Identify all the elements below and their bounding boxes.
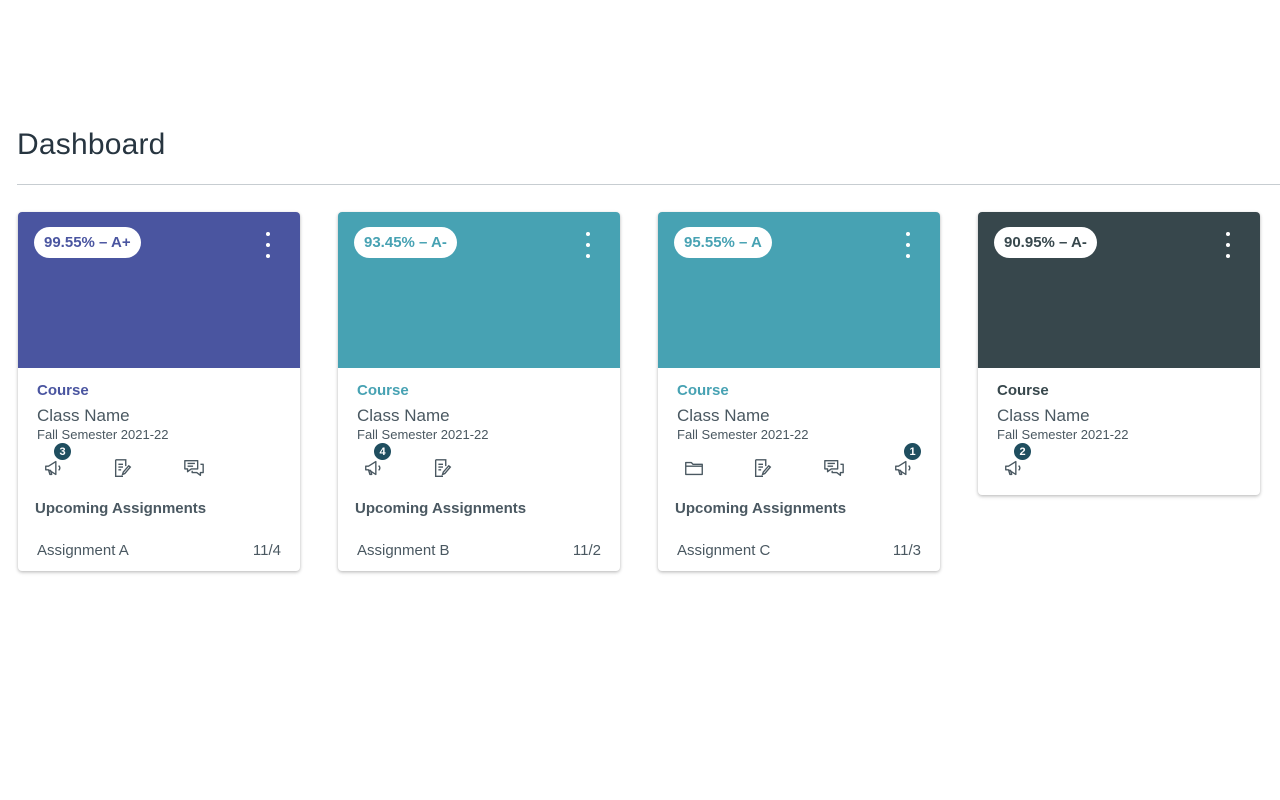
files-icon[interactable]	[676, 452, 712, 484]
discussions-icon[interactable]	[816, 452, 852, 484]
assignments-icon[interactable]	[745, 452, 781, 484]
more-options-icon[interactable]	[260, 232, 276, 258]
assignment-due-date: 11/4	[252, 542, 281, 559]
class-name: Class Name	[677, 406, 770, 425]
course-link[interactable]: Course	[997, 382, 1049, 399]
course-link[interactable]: Course	[37, 382, 89, 399]
page-title: Dashboard	[17, 128, 166, 161]
course-card-hero[interactable]: 95.55% – A	[658, 212, 940, 368]
more-options-icon[interactable]	[580, 232, 596, 258]
notification-badge: 1	[903, 442, 922, 461]
assignment-name[interactable]: Assignment C	[677, 542, 771, 559]
assignment-due-date: 11/3	[892, 542, 921, 559]
course-card: 95.55% – A Course Class Name Fall Semest…	[658, 212, 940, 571]
assignment-name[interactable]: Assignment B	[357, 542, 450, 559]
term-label: Fall Semester 2021-22	[37, 427, 169, 442]
more-options-icon[interactable]	[900, 232, 916, 258]
announcement-icon[interactable]: 3	[36, 442, 72, 484]
upcoming-assignments-heading: Upcoming Assignments	[355, 500, 527, 517]
course-card: 93.45% – A- Course Class Name Fall Semes…	[338, 212, 620, 571]
grade-pill: 99.55% – A+	[34, 227, 141, 258]
course-card: 90.95% – A- Course Class Name Fall Semes…	[978, 212, 1260, 495]
assignment-row[interactable]: Assignment A 11/4	[37, 542, 281, 559]
term-label: Fall Semester 2021-22	[677, 427, 809, 442]
course-link[interactable]: Course	[677, 382, 729, 399]
assignment-row[interactable]: Assignment B 11/2	[357, 542, 601, 559]
announcement-icon[interactable]: 2	[996, 442, 1032, 484]
class-name: Class Name	[357, 406, 450, 425]
assignment-row[interactable]: Assignment C 11/3	[677, 542, 921, 559]
class-name: Class Name	[37, 406, 130, 425]
course-card: 99.55% – A+ Course Class Name Fall Semes…	[18, 212, 300, 571]
term-label: Fall Semester 2021-22	[997, 427, 1129, 442]
class-name: Class Name	[997, 406, 1090, 425]
notification-badge: 4	[373, 442, 392, 461]
assignment-due-date: 11/2	[572, 542, 601, 559]
more-options-icon[interactable]	[1220, 232, 1236, 258]
assignment-name[interactable]: Assignment A	[37, 542, 129, 559]
grade-pill: 95.55% – A	[674, 227, 772, 258]
notification-badge: 3	[53, 442, 72, 461]
term-label: Fall Semester 2021-22	[357, 427, 489, 442]
grade-pill: 90.95% – A-	[994, 227, 1097, 258]
upcoming-assignments-heading: Upcoming Assignments	[35, 500, 207, 517]
course-card-hero[interactable]: 99.55% – A+	[18, 212, 300, 368]
announcement-icon[interactable]: 1	[886, 442, 922, 484]
title-divider	[17, 184, 1280, 185]
course-link[interactable]: Course	[357, 382, 409, 399]
notification-badge: 2	[1013, 442, 1032, 461]
course-card-hero[interactable]: 90.95% – A-	[978, 212, 1260, 368]
assignments-icon[interactable]	[105, 452, 141, 484]
grade-pill: 93.45% – A-	[354, 227, 457, 258]
assignments-icon[interactable]	[425, 452, 461, 484]
announcement-icon[interactable]: 4	[356, 442, 392, 484]
discussions-icon[interactable]	[176, 452, 212, 484]
course-card-hero[interactable]: 93.45% – A-	[338, 212, 620, 368]
upcoming-assignments-heading: Upcoming Assignments	[675, 500, 847, 517]
